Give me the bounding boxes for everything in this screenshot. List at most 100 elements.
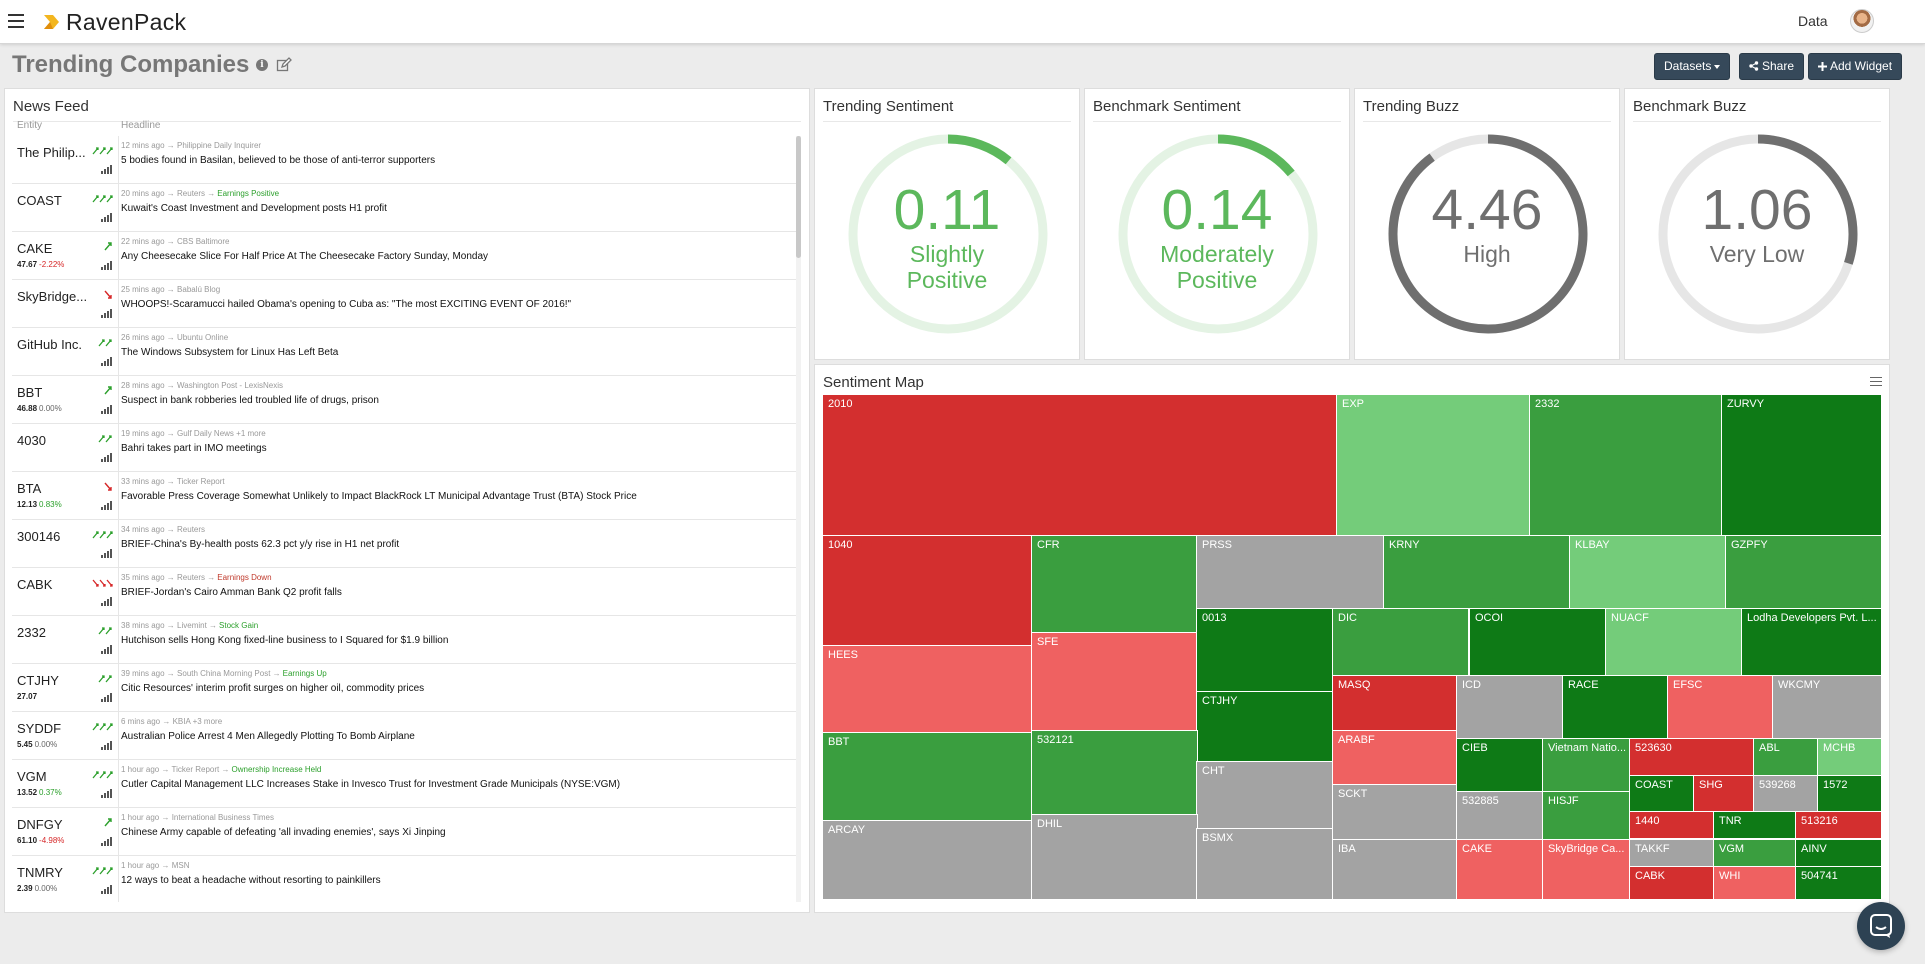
treemap-tile[interactable]: SCKT: [1332, 784, 1457, 840]
scrollbar-thumb[interactable]: [796, 136, 801, 258]
news-row[interactable]: COAST 20 mins ago → Reuters → Earnings Pos…: [12, 184, 797, 232]
treemap-tile[interactable]: EFSC: [1667, 675, 1773, 739]
treemap-tile[interactable]: OCOI: [1469, 608, 1606, 676]
news-headline[interactable]: The Windows Subsystem for Linux Has Left…: [121, 347, 339, 358]
treemap-tile[interactable]: 532885: [1456, 791, 1543, 841]
event-tag[interactable]: Stock Gain: [219, 621, 259, 630]
entity-name[interactable]: CAKE: [17, 241, 53, 256]
news-row[interactable]: 2332 38 mins ago → Livemint → Stock Gain Hu…: [12, 616, 797, 664]
treemap-tile[interactable]: KRNY: [1383, 535, 1571, 609]
treemap-tile[interactable]: 1572: [1817, 775, 1882, 813]
entity-name[interactable]: COAST: [17, 193, 62, 208]
news-row[interactable]: BTA 12.13 0.83% 33 mins ago → Ticker Report…: [12, 472, 797, 520]
treemap-tile[interactable]: 532121: [1031, 730, 1198, 815]
treemap-tile[interactable]: TAKKF: [1629, 839, 1714, 867]
news-row[interactable]: SYDDF 5.45 0.00% 6 mins ago → KBIA +3 more A…: [12, 712, 797, 760]
treemap-tile[interactable]: AINV: [1795, 839, 1882, 867]
treemap-tile[interactable]: SFE: [1031, 632, 1198, 731]
entity-name[interactable]: 2332: [17, 625, 46, 640]
event-tag[interactable]: Earnings Positive: [217, 189, 280, 198]
treemap-tile[interactable]: 523630: [1629, 738, 1754, 776]
news-headline[interactable]: Any Cheesecake Slice For Half Price At T…: [121, 251, 489, 262]
news-headline[interactable]: Citic Resources' interim profit surges o…: [121, 683, 425, 694]
entity-name[interactable]: BTA: [17, 481, 42, 496]
news-row[interactable]: TNMRY 2.39 0.00% 1 hour ago → MSN 12 ways to…: [12, 856, 797, 902]
news-headline[interactable]: BRIEF-Jordan's Cairo Amman Bank Q2 profi…: [121, 587, 342, 598]
entity-name[interactable]: CABK: [17, 577, 53, 592]
brand-logo[interactable]: RavenPack: [42, 9, 186, 35]
news-row[interactable]: CABK 35 mins ago → Reuters → Earnings Down…: [12, 568, 797, 616]
info-icon[interactable]: i: [256, 59, 268, 71]
news-headline[interactable]: Favorable Press Coverage Somewhat Unlike…: [121, 491, 637, 502]
treemap-tile[interactable]: 1040: [822, 535, 1032, 646]
entity-name[interactable]: SkyBridge...: [17, 289, 88, 304]
treemap-tile[interactable]: DHIL: [1031, 814, 1198, 900]
treemap-tile[interactable]: WHI: [1713, 866, 1796, 900]
treemap-tile[interactable]: 1440: [1629, 811, 1714, 839]
news-row[interactable]: 4030 19 mins ago → Gulf Daily News +1 mor…: [12, 424, 797, 472]
treemap-tile[interactable]: HISJF: [1542, 791, 1630, 841]
add-widget-button[interactable]: Add Widget: [1808, 53, 1903, 80]
treemap-tile[interactable]: WKCMY: [1772, 675, 1882, 739]
news-headline[interactable]: WHOOPS!-Scaramucci hailed Obama's openin…: [121, 299, 572, 310]
news-headline[interactable]: 5 bodies found in Basilan, believed to b…: [121, 155, 436, 166]
treemap-tile[interactable]: DIC: [1332, 608, 1469, 676]
news-row[interactable]: 300146 34 mins ago → Reuters BRIEF-China's…: [12, 520, 797, 568]
entity-name[interactable]: GitHub Inc.: [17, 337, 83, 352]
entity-name[interactable]: 4030: [17, 433, 46, 448]
news-headline[interactable]: 12 ways to beat a headache without resor…: [121, 875, 381, 886]
treemap-tile[interactable]: 513216: [1795, 811, 1882, 839]
news-headline[interactable]: Australian Police Arrest 4 Men Allegedly…: [121, 731, 415, 742]
user-avatar[interactable]: [1850, 9, 1874, 33]
treemap-tile[interactable]: ZURVY: [1721, 394, 1882, 536]
news-row[interactable]: GitHub Inc. 26 mins ago → Ubuntu Online Th…: [12, 328, 797, 376]
treemap-tile[interactable]: ABL: [1753, 738, 1818, 776]
treemap-tile[interactable]: 504741: [1795, 866, 1882, 900]
treemap-tile[interactable]: IBA: [1332, 839, 1457, 900]
treemap-tile[interactable]: ARABF: [1332, 730, 1457, 786]
treemap-tile[interactable]: SkyBridge Ca...: [1542, 839, 1630, 900]
treemap-tile[interactable]: COAST: [1629, 775, 1694, 813]
entity-name[interactable]: SYDDF: [17, 721, 62, 736]
entity-name[interactable]: VGM: [17, 769, 47, 784]
news-row[interactable]: CTJHY 27.07 39 mins ago → South China Morn…: [12, 664, 797, 712]
news-row[interactable]: VGM 13.52 0.37% 1 hour ago → Ticker Report …: [12, 760, 797, 808]
treemap-tile[interactable]: CAKE: [1456, 839, 1543, 900]
news-headline[interactable]: Kuwait's Coast Investment and Developmen…: [121, 203, 387, 214]
treemap-tile[interactable]: EXP: [1336, 394, 1530, 536]
treemap-tile[interactable]: TNR: [1713, 811, 1796, 839]
entity-name[interactable]: DNFGY: [17, 817, 63, 832]
entity-name[interactable]: BBT: [17, 385, 43, 400]
news-headline[interactable]: Suspect in bank robberies led troubled l…: [121, 395, 379, 406]
treemap-tile[interactable]: CHT: [1196, 761, 1333, 829]
share-button[interactable]: Share: [1739, 53, 1805, 80]
news-row[interactable]: The Philip... 12 mins ago → Philippine Da…: [12, 136, 797, 184]
event-tag[interactable]: Earnings Down: [217, 573, 272, 582]
treemap-tile[interactable]: PRSS: [1196, 535, 1384, 609]
news-headline[interactable]: Chinese Army capable of defeating 'all i…: [121, 827, 446, 838]
entity-column-header[interactable]: Entity: [17, 120, 43, 131]
treemap-tile[interactable]: CFR: [1031, 535, 1198, 634]
treemap-tile[interactable]: 2332: [1529, 394, 1723, 536]
treemap-tile[interactable]: MASQ: [1332, 675, 1457, 731]
treemap-tile[interactable]: NUACF: [1605, 608, 1742, 676]
entity-name[interactable]: TNMRY: [17, 865, 63, 880]
treemap-tile[interactable]: BSMX: [1196, 828, 1333, 900]
treemap-tile[interactable]: CIEB: [1456, 738, 1543, 792]
treemap-tile[interactable]: CTJHY: [1196, 691, 1333, 764]
news-row[interactable]: DNFGY 61.10 -4.98% 1 hour ago → Internation…: [12, 808, 797, 856]
treemap-tile[interactable]: KLBAY: [1569, 535, 1726, 609]
event-tag[interactable]: Earnings Up: [282, 669, 327, 678]
treemap-tile[interactable]: ARCAY: [822, 820, 1032, 900]
treemap-tile[interactable]: 539268: [1753, 775, 1818, 813]
treemap-tile[interactable]: SHG: [1693, 775, 1754, 813]
news-row[interactable]: BBT 46.88 0.00% 28 mins ago → Washington Po…: [12, 376, 797, 424]
news-headline[interactable]: Hutchison sells Hong Kong fixed-line bus…: [121, 635, 449, 646]
treemap-tile[interactable]: ICD: [1456, 675, 1563, 739]
treemap-tile[interactable]: VGM: [1713, 839, 1796, 867]
news-row[interactable]: CAKE 47.67 -2.22% 22 mins ago → CBS Baltimo…: [12, 232, 797, 280]
treemap-tile[interactable]: MCHB: [1817, 738, 1882, 776]
edit-icon[interactable]: [276, 57, 292, 73]
datasets-button[interactable]: Datasets: [1654, 53, 1731, 80]
hamburger-icon[interactable]: [8, 14, 24, 28]
